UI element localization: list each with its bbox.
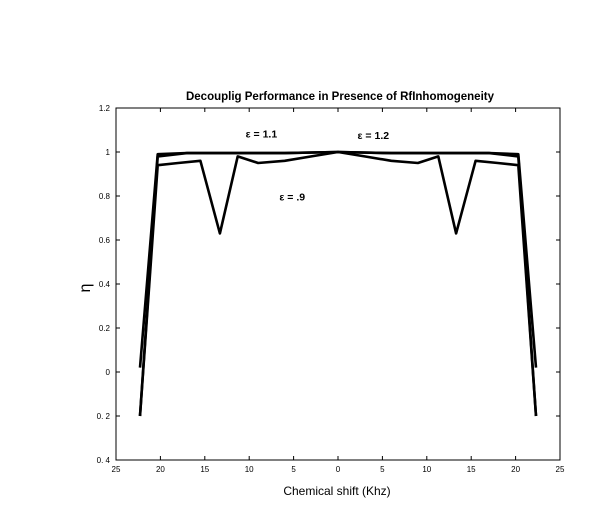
x-tick-label: 20: [156, 465, 165, 474]
x-tick-label: 20: [511, 465, 520, 474]
series-annotation: ε = 1.1: [246, 129, 278, 141]
y-tick-label: 0.4: [99, 280, 111, 289]
x-axis-ticks: 25 20 15 10 5 0 5 10 15 20 25: [112, 108, 565, 474]
x-tick-label: 25: [112, 465, 121, 474]
y-tick-label: 0: [106, 368, 111, 377]
y-axis-label: η: [77, 284, 94, 293]
y-tick-label: 1.2: [99, 104, 111, 113]
y-tick-label: 0.8: [99, 192, 111, 201]
series-line: ε = .9: [138, 150, 538, 417]
x-axis-label: Chemical shift (Khz): [283, 484, 390, 498]
chart-title: Decouplig Performance in Presence of RfI…: [186, 91, 495, 103]
series-layer: ε = 1.1ε = 1.2ε = .9: [138, 150, 538, 417]
y-tick-label: 0.2: [99, 324, 111, 333]
x-tick-label: 5: [380, 465, 385, 474]
x-tick-label: 15: [467, 465, 476, 474]
x-tick-label: 0: [336, 465, 341, 474]
y-tick-label: 0.6: [99, 236, 111, 245]
x-tick-label: 10: [245, 465, 254, 474]
x-tick-label: 15: [200, 465, 209, 474]
x-tick-label: 5: [291, 465, 296, 474]
y-tick-label: 1: [106, 148, 111, 157]
annotation-layer: ε = 1.1 ε = 1.2 ε = .9: [246, 129, 390, 204]
y-tick-label: 0. 2: [97, 412, 111, 421]
y-tick-label: 0. 4: [97, 456, 111, 465]
series-line: ε = 1.1: [138, 150, 538, 417]
x-tick-label: 25: [556, 465, 565, 474]
series-annotation: ε = .9: [279, 191, 305, 203]
y-axis-ticks: 1.2 1 0.8 0.6 0.4 0.2 0 0. 2 0. 4: [97, 104, 560, 465]
x-tick-label: 10: [422, 465, 431, 474]
plot-area-frame: [115, 107, 561, 461]
series-line: ε = 1.2: [138, 150, 538, 368]
series-annotation: ε = 1.2: [358, 130, 390, 142]
